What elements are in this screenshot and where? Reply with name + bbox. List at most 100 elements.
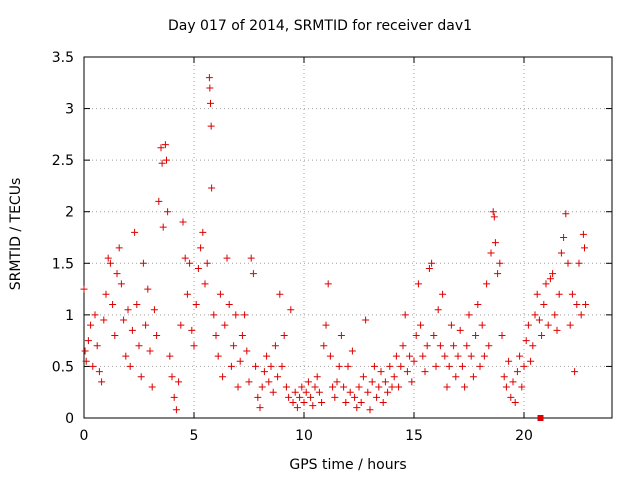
data-point <box>342 399 350 407</box>
data-point <box>392 352 400 360</box>
data-point <box>115 244 123 252</box>
data-point <box>194 264 202 272</box>
data-point <box>335 362 343 370</box>
data-point <box>285 393 293 401</box>
data-point <box>375 383 383 391</box>
data-point <box>212 331 220 339</box>
data-point <box>557 249 565 257</box>
data-point <box>500 373 508 381</box>
data-point <box>252 362 260 370</box>
points-layer <box>80 74 590 421</box>
data-point <box>210 311 218 319</box>
data-point <box>509 378 517 386</box>
data-point <box>452 373 460 381</box>
data-point <box>397 362 405 370</box>
data-point <box>216 290 224 298</box>
data-point <box>575 259 583 267</box>
data-point <box>564 259 572 267</box>
data-point <box>258 383 266 391</box>
data-point <box>441 352 449 360</box>
data-point <box>148 383 156 391</box>
data-point <box>111 331 119 339</box>
data-point <box>181 254 189 262</box>
data-point <box>131 228 139 236</box>
data-point <box>260 368 268 376</box>
data-point <box>137 373 145 381</box>
data-point <box>265 378 273 386</box>
data-point <box>483 280 491 288</box>
data-point <box>232 311 240 319</box>
data-point <box>414 280 422 288</box>
data-point <box>190 342 198 350</box>
data-point <box>496 259 504 267</box>
data-point <box>230 342 238 350</box>
data-point <box>276 290 284 298</box>
data-point <box>293 404 301 412</box>
data-point <box>170 393 178 401</box>
data-point <box>423 342 431 350</box>
data-point <box>353 404 361 412</box>
data-point <box>364 388 372 396</box>
data-point <box>158 159 166 167</box>
data-point <box>546 275 554 283</box>
data-point <box>476 362 484 370</box>
data-point <box>518 383 526 391</box>
data-point <box>289 399 297 407</box>
data-point <box>432 362 440 370</box>
data-point <box>142 321 150 329</box>
data-point <box>95 368 103 376</box>
y-tick-label: 0 <box>65 411 74 427</box>
data-point <box>113 270 121 278</box>
plot-frame <box>83 56 613 419</box>
data-point <box>566 321 574 329</box>
data-point <box>436 342 444 350</box>
data-point <box>247 254 255 262</box>
data-point <box>447 321 455 329</box>
data-point <box>456 326 464 334</box>
data-point <box>542 280 550 288</box>
data-point <box>533 290 541 298</box>
data-point <box>408 378 416 386</box>
data-point <box>274 373 282 381</box>
data-point <box>153 331 161 339</box>
data-point <box>560 234 568 241</box>
data-point <box>159 223 167 231</box>
data-point <box>241 311 249 319</box>
data-point <box>502 383 510 391</box>
data-point <box>480 352 488 360</box>
data-point <box>205 74 213 82</box>
data-point <box>555 290 563 298</box>
data-point <box>362 316 370 324</box>
data-point <box>188 326 196 334</box>
data-point <box>177 321 185 329</box>
data-point <box>135 342 143 350</box>
data-point <box>467 352 475 360</box>
data-point <box>179 218 187 226</box>
data-point <box>109 301 117 309</box>
data-point <box>311 383 319 391</box>
axis-layer: 0 0.5 1 1.5 2 2.5 3 3.5 0 5 10 15 20 <box>52 50 613 444</box>
x-tick-label: 0 <box>80 428 89 444</box>
special-marker <box>537 415 544 421</box>
data-point <box>445 362 453 370</box>
data-point <box>186 259 194 267</box>
data-point <box>399 342 407 350</box>
data-point <box>390 373 398 381</box>
data-point <box>403 368 411 376</box>
data-point <box>337 331 345 339</box>
data-point <box>487 249 495 257</box>
data-point <box>82 357 90 365</box>
data-point <box>161 141 169 149</box>
data-point <box>84 337 92 345</box>
y-tick-label: 2 <box>65 205 74 221</box>
data-point <box>98 378 106 386</box>
data-point <box>491 239 499 247</box>
data-point <box>278 362 286 370</box>
data-point <box>223 254 231 262</box>
data-point <box>412 331 420 339</box>
data-point <box>331 393 339 401</box>
data-point <box>225 301 233 309</box>
data-point <box>505 357 513 365</box>
data-point <box>81 347 89 355</box>
